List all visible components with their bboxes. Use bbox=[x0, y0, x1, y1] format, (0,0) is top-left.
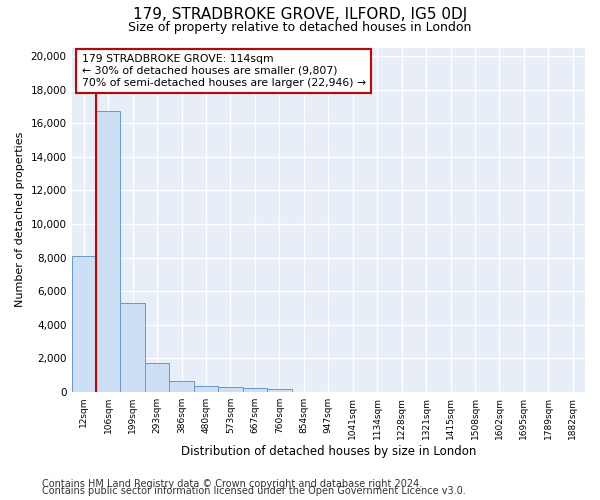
Bar bbox=[194, 386, 218, 392]
Bar bbox=[242, 388, 267, 392]
Text: Contains public sector information licensed under the Open Government Licence v3: Contains public sector information licen… bbox=[42, 486, 466, 496]
Y-axis label: Number of detached properties: Number of detached properties bbox=[15, 132, 25, 308]
Bar bbox=[218, 388, 242, 392]
Bar bbox=[121, 303, 145, 392]
Text: 179, STRADBROKE GROVE, ILFORD, IG5 0DJ: 179, STRADBROKE GROVE, ILFORD, IG5 0DJ bbox=[133, 8, 467, 22]
X-axis label: Distribution of detached houses by size in London: Distribution of detached houses by size … bbox=[181, 444, 476, 458]
Bar bbox=[169, 380, 194, 392]
Text: Size of property relative to detached houses in London: Size of property relative to detached ho… bbox=[128, 21, 472, 34]
Text: 179 STRADBROKE GROVE: 114sqm
← 30% of detached houses are smaller (9,807)
70% of: 179 STRADBROKE GROVE: 114sqm ← 30% of de… bbox=[82, 54, 366, 88]
Bar bbox=[71, 256, 96, 392]
Bar bbox=[267, 389, 292, 392]
Text: Contains HM Land Registry data © Crown copyright and database right 2024.: Contains HM Land Registry data © Crown c… bbox=[42, 479, 422, 489]
Bar bbox=[145, 362, 169, 392]
Bar bbox=[96, 112, 121, 392]
